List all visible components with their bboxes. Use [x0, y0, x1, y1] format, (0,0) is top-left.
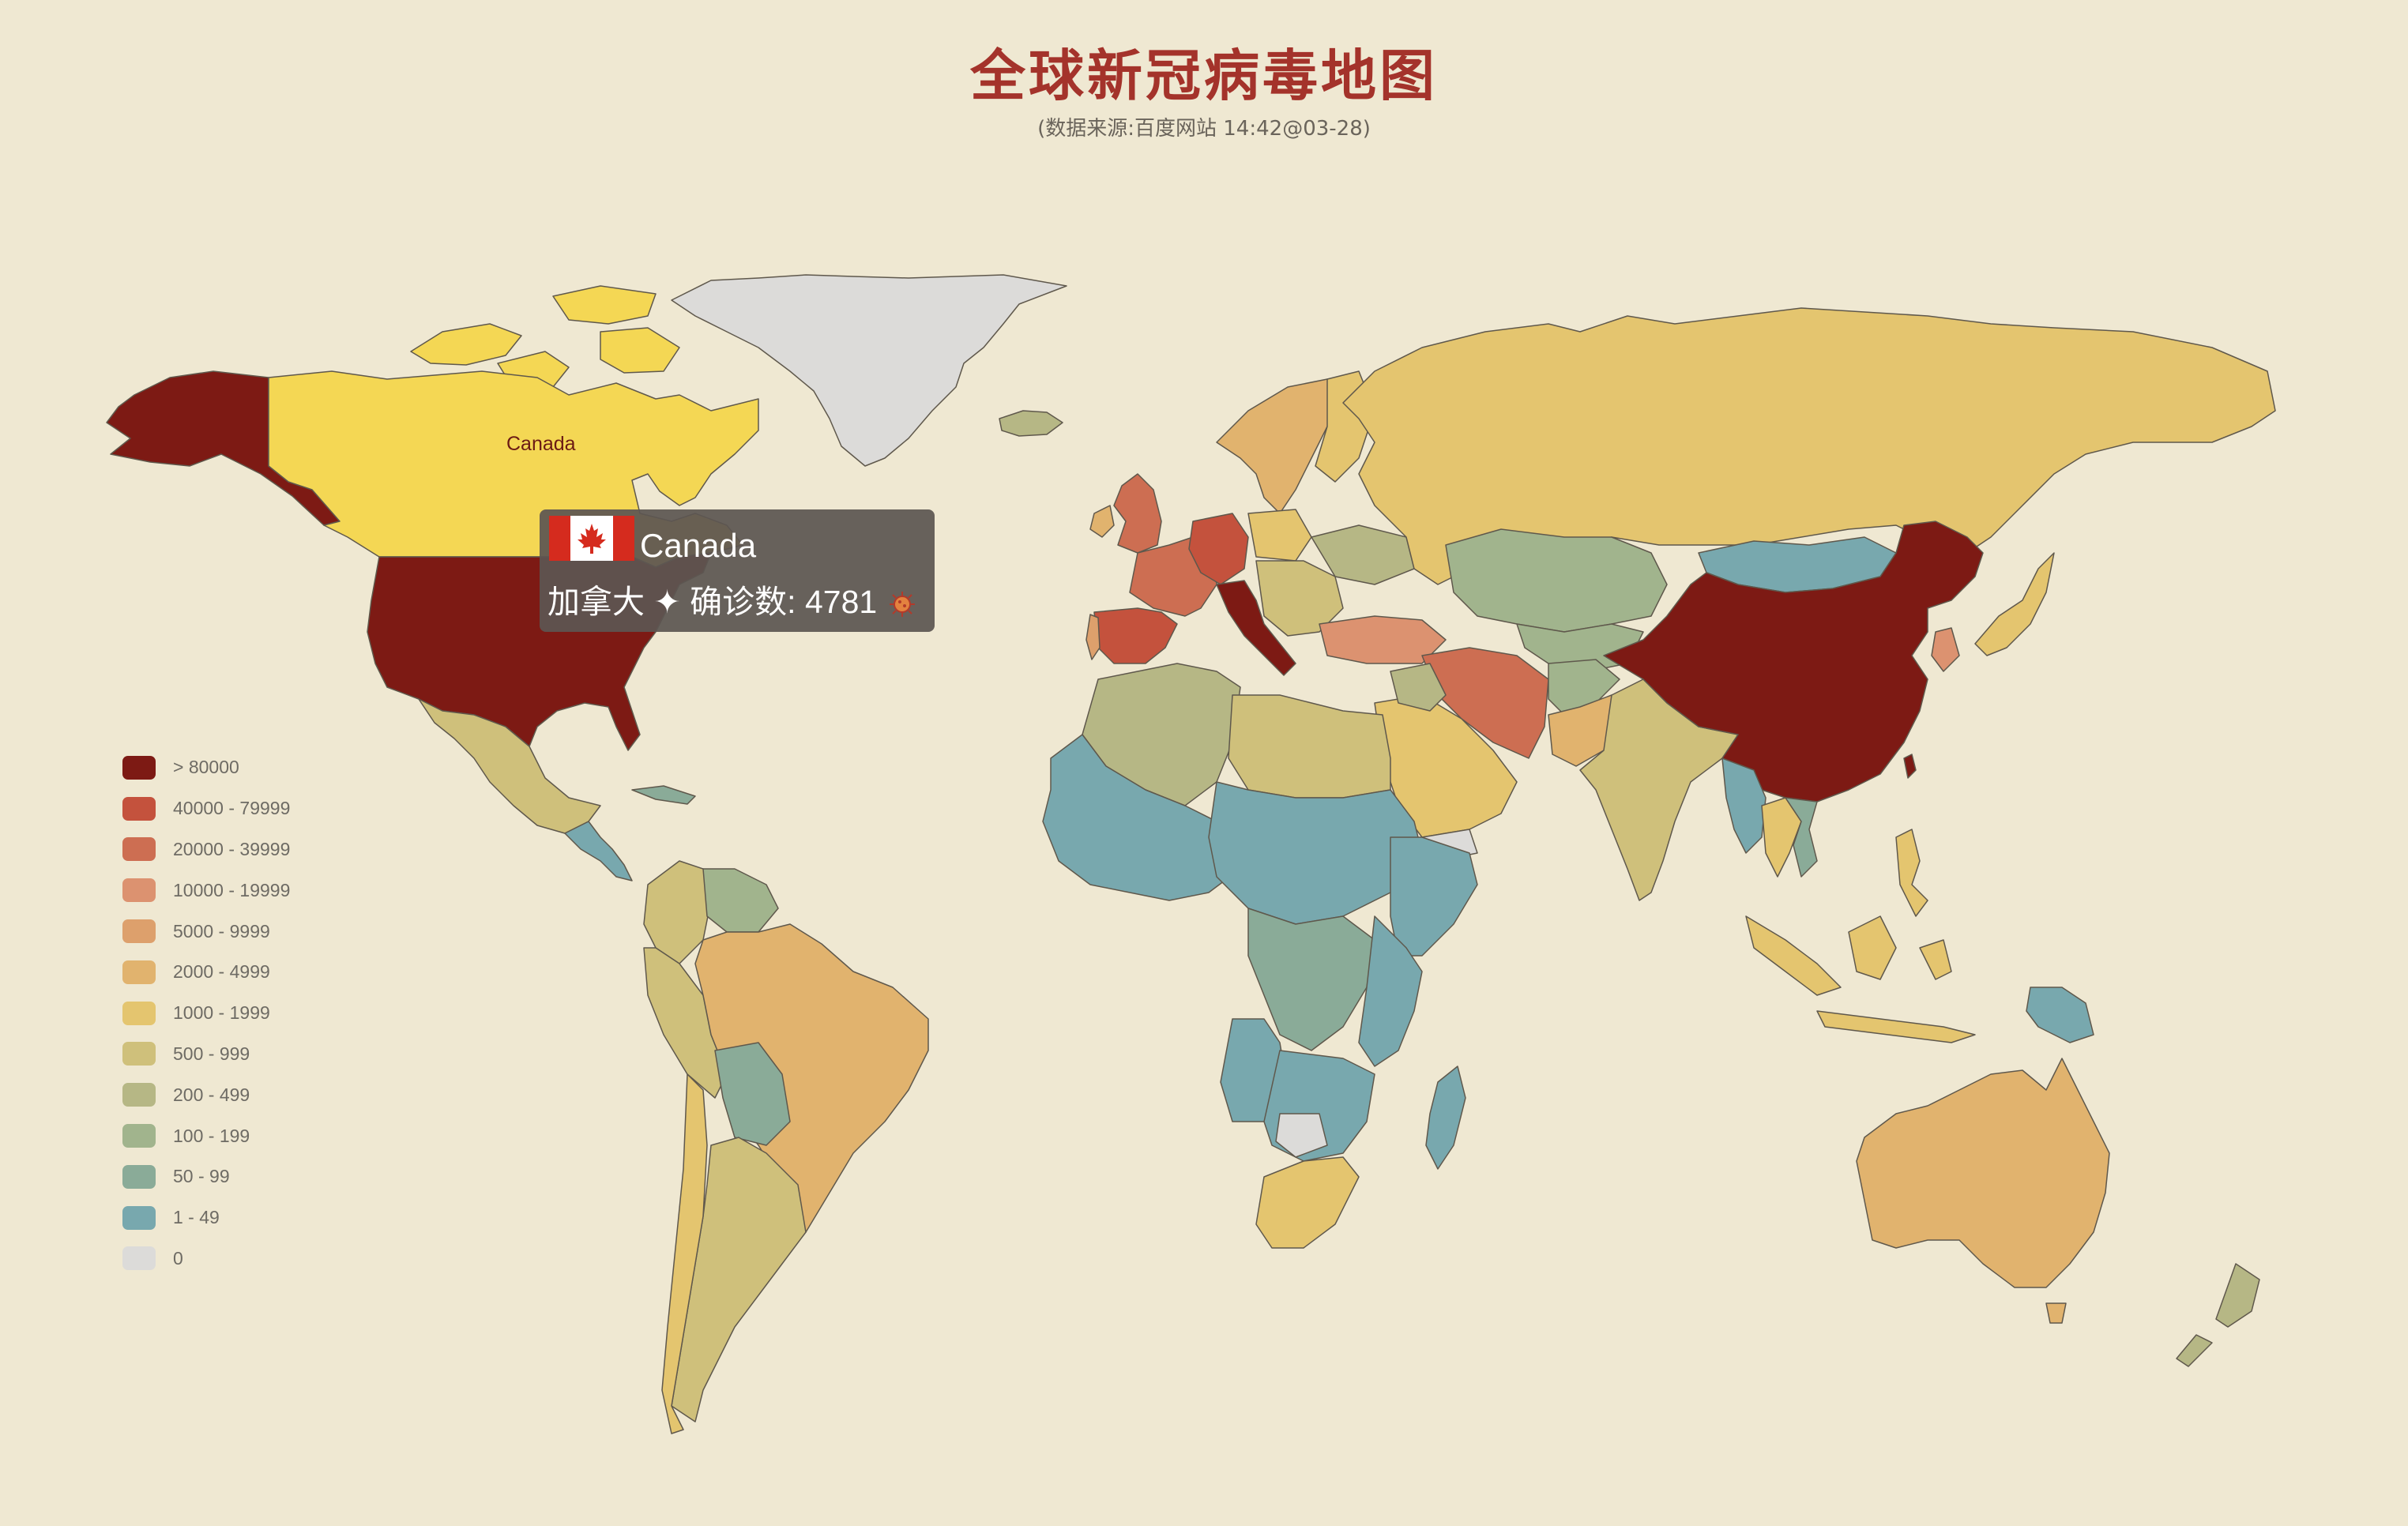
country-iran[interactable] [1421, 647, 1549, 759]
country-iceland[interactable] [999, 410, 1063, 437]
legend-item[interactable]: 40000 - 79999 [122, 788, 290, 829]
legend-label: 50 - 99 [173, 1166, 230, 1187]
country-taiwan[interactable] [1903, 754, 1917, 779]
legend-swatch [122, 960, 156, 984]
legend-swatch [122, 878, 156, 903]
country-horn-of-africa[interactable] [1390, 836, 1478, 957]
country-iraq[interactable] [1390, 663, 1447, 712]
legend-item[interactable]: 1 - 49 [122, 1197, 290, 1238]
legend-swatch [122, 919, 156, 944]
legend-item[interactable]: > 80000 [122, 747, 290, 788]
legend-item[interactable]: 1000 - 1999 [122, 993, 290, 1034]
legend-swatch [122, 1001, 156, 1025]
legend-label: 100 - 199 [173, 1125, 250, 1146]
country-central-america[interactable] [564, 821, 633, 881]
legend-swatch [122, 796, 156, 821]
data-source-subtitle: (数据来源:百度网站 14:42@03-28) [1037, 117, 1371, 141]
legend-item[interactable]: 50 - 99 [122, 1156, 290, 1197]
country-italy[interactable] [1216, 580, 1296, 676]
legend-label: 500 - 999 [173, 1043, 250, 1064]
country-png[interactable] [2026, 987, 2094, 1043]
legend-label: 10000 - 19999 [173, 879, 291, 900]
tooltip-detail: 加拿大 ✦ 确诊数: 4781 [547, 575, 916, 622]
country-uk[interactable] [1113, 473, 1162, 554]
country-canada-islands[interactable] [410, 285, 680, 389]
legend-swatch [122, 837, 156, 862]
legend-item[interactable]: 0 [122, 1238, 290, 1280]
legend-item[interactable]: 20000 - 39999 [122, 829, 290, 870]
legend-label: 20000 - 39999 [173, 838, 291, 859]
country-korea[interactable] [1931, 627, 1960, 672]
legend-label: 0 [173, 1247, 183, 1269]
country-indonesia[interactable] [1745, 915, 1976, 1043]
country-bolivia[interactable] [714, 1042, 791, 1146]
country-madagascar[interactable] [1425, 1066, 1466, 1170]
legend-item[interactable]: 100 - 199 [122, 1115, 290, 1156]
virus-icon [889, 592, 915, 618]
country-vietnam[interactable] [1785, 797, 1818, 878]
country-tooltip: Canada 加拿大 ✦ 确诊数: 4781 [540, 509, 935, 632]
tooltip-confirmed-label: 确诊数: [690, 584, 796, 620]
country-turkey[interactable] [1319, 615, 1447, 664]
legend-label: 1000 - 1999 [173, 1002, 270, 1024]
legend-swatch [122, 755, 156, 780]
tooltip-separator: ✦ [653, 584, 681, 620]
country-kazakhstan[interactable] [1445, 528, 1668, 633]
page-title: 全球新冠病毒地图 [970, 43, 1438, 108]
legend-item[interactable]: 5000 - 9999 [122, 911, 290, 952]
country-arabia[interactable] [1374, 694, 1518, 838]
country-cuba[interactable] [631, 785, 696, 805]
country-venezuela[interactable] [702, 868, 779, 933]
country-west-africa[interactable] [1042, 734, 1241, 901]
legend-swatch [122, 1083, 156, 1107]
country-portugal[interactable] [1085, 614, 1101, 660]
country-spain[interactable] [1093, 607, 1178, 664]
legend-label: 5000 - 9999 [173, 920, 270, 942]
country-botswana[interactable] [1275, 1113, 1328, 1158]
country-japan[interactable] [1974, 552, 2055, 656]
country-scandinavia[interactable] [1216, 378, 1344, 514]
legend-item[interactable]: 500 - 999 [122, 1034, 290, 1075]
country-south-africa[interactable] [1255, 1156, 1360, 1249]
legend-swatch [122, 1246, 156, 1271]
country-libya-egypt[interactable] [1228, 694, 1391, 799]
legend-label: 200 - 499 [173, 1084, 250, 1105]
map-hover-label: Canada [506, 433, 576, 455]
country-philippines[interactable] [1895, 829, 1928, 917]
country-australia[interactable] [1856, 1058, 2110, 1288]
country-germany[interactable] [1188, 513, 1249, 585]
country-new-zealand[interactable] [2176, 1263, 2260, 1367]
legend-swatch [122, 1164, 156, 1189]
legend-label: 1 - 49 [173, 1207, 220, 1228]
country-drc[interactable] [1247, 908, 1375, 1051]
legend-item[interactable]: 2000 - 4999 [122, 952, 290, 993]
legend-item[interactable]: 10000 - 19999 [122, 870, 290, 911]
country-east-africa[interactable] [1358, 915, 1423, 1067]
country-chile[interactable] [661, 1073, 708, 1434]
legend-label: 2000 - 4999 [173, 961, 270, 983]
country-greenland[interactable] [671, 274, 1067, 467]
legend-label: > 80000 [173, 757, 239, 778]
tooltip-country-cn: 加拿大 [547, 584, 645, 620]
legend-item[interactable]: 200 - 499 [122, 1074, 290, 1115]
country-east-europe[interactable] [1255, 560, 1344, 637]
tooltip-country-name: Canada [640, 527, 757, 564]
country-poland[interactable] [1247, 509, 1312, 562]
tooltip-confirmed-value: 4781 [804, 584, 878, 620]
legend: > 80000 40000 - 79999 20000 - 39999 10000 -… [122, 747, 290, 1279]
canada-flag-icon [549, 516, 634, 561]
legend-swatch [122, 1124, 156, 1148]
legend-swatch [122, 1205, 156, 1230]
country-ireland[interactable] [1089, 505, 1115, 538]
legend-swatch [122, 1042, 156, 1066]
country-tasmania[interactable] [2045, 1302, 2067, 1324]
country-myanmar[interactable] [1721, 757, 1766, 854]
legend-label: 40000 - 79999 [173, 798, 291, 819]
